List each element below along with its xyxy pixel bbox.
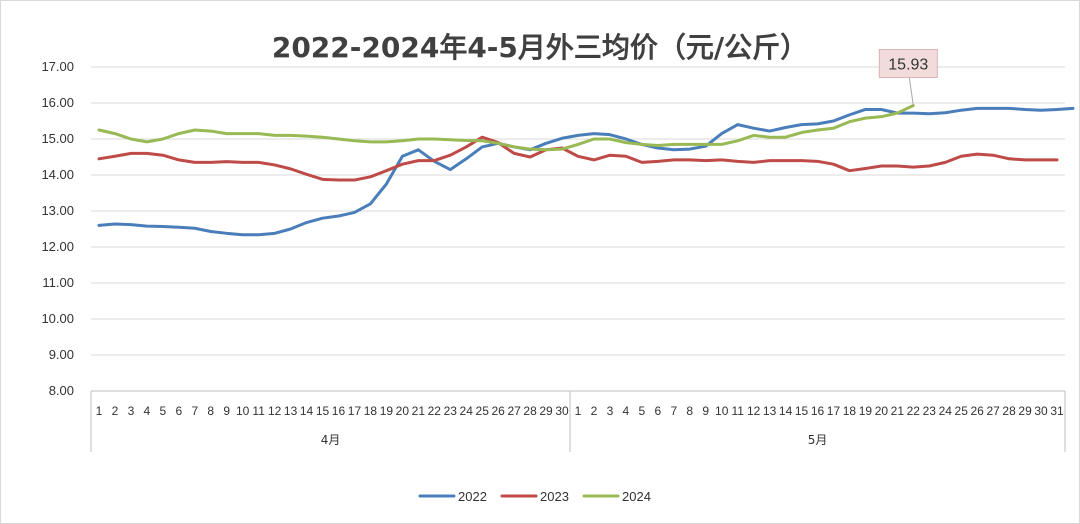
y-tick-label: 16.00	[41, 95, 74, 110]
x-tick-label: 19	[380, 404, 394, 418]
data-callout: 15.93	[878, 49, 938, 106]
x-tick-label: 17	[348, 404, 362, 418]
x-tick-label: 14	[300, 404, 314, 418]
x-tick-label: 1	[96, 404, 103, 418]
x-tick-label: 18	[364, 404, 378, 418]
y-tick-label: 9.00	[49, 347, 74, 362]
x-tick-label: 19	[859, 404, 873, 418]
x-tick-label: 5	[639, 404, 646, 418]
y-tick-label: 8.00	[49, 383, 74, 398]
x-tick-label: 15	[795, 404, 809, 418]
x-tick-label: 14	[779, 404, 793, 418]
x-tick-label: 6	[654, 404, 661, 418]
legend-label-2022: 2022	[458, 489, 487, 504]
x-tick-label: 31	[1050, 404, 1064, 418]
x-tick-label: 29	[539, 404, 553, 418]
x-tick-label: 11	[252, 404, 265, 418]
x-tick-label: 4	[623, 404, 630, 418]
y-tick-label: 14.00	[41, 167, 74, 182]
x-tick-label: 28	[523, 404, 537, 418]
x-tick-label: 22	[907, 404, 921, 418]
x-tick-label: 17	[827, 404, 841, 418]
x-tick-label: 12	[268, 404, 282, 418]
x-axis: 1 2 3 4 5 6 7 8 9 10 11 12 13 14 15 16 17 18 19 20 21 22 23 24 2…	[90, 390, 1066, 452]
x-tick-label: 23	[444, 404, 458, 418]
y-tick-label: 11.00	[42, 275, 74, 290]
x-tick-label: 8	[207, 404, 214, 418]
x-tick-label: 3	[128, 404, 135, 418]
x-tick-label: 10	[715, 404, 729, 418]
x-tick-label: 7	[191, 404, 198, 418]
chart-title: 2022-2024年4-5月外三均价（元/公斤）	[272, 31, 808, 64]
y-tick-label: 15.00	[41, 131, 74, 146]
x-tick-label: 30	[1034, 404, 1048, 418]
x-tick-label: 16	[332, 404, 346, 418]
month-label: 4月	[321, 433, 341, 447]
series-line-2022	[97, 106, 1075, 237]
x-tick-label: 25	[476, 404, 490, 418]
x-tick-label: 10	[236, 404, 250, 418]
x-tick-label: 1	[575, 404, 582, 418]
x-tick-label: 9	[223, 404, 230, 418]
callout-label: 15.93	[888, 57, 928, 74]
x-tick-label: 27	[507, 404, 521, 418]
x-tick-label: 11	[731, 404, 744, 418]
x-tick-label: 21	[891, 404, 905, 418]
callout-leader	[908, 77, 914, 106]
x-tick-label: 13	[284, 404, 298, 418]
y-tick-label: 12.00	[41, 239, 74, 254]
x-tick-label: 24	[939, 404, 953, 418]
legend-label-2023: 2023	[540, 489, 569, 504]
legend-label-2024: 2024	[622, 489, 651, 504]
x-tick-label: 12	[747, 404, 761, 418]
x-tick-label: 18	[843, 404, 857, 418]
legend: 2022 2023 2024	[418, 489, 651, 504]
x-tick-label: 4	[144, 404, 151, 418]
x-tick-label: 27	[986, 404, 1000, 418]
x-tick-label: 25	[955, 404, 969, 418]
x-tick-label: 24	[460, 404, 474, 418]
series-line-2023	[97, 135, 1059, 182]
x-tick-label: 13	[763, 404, 777, 418]
x-tick-label: 16	[811, 404, 825, 418]
y-axis: 17.00 16.00 15.00 14.00 13.00 12.00 11.00 10.00…	[41, 59, 74, 398]
x-tick-label: 28	[1002, 404, 1016, 418]
x-tick-label: 5	[160, 404, 167, 418]
x-tick-label: 20	[875, 404, 889, 418]
gridlines	[91, 66, 1065, 356]
x-tick-label: 8	[686, 404, 693, 418]
x-tick-label: 26	[971, 404, 985, 418]
y-tick-label: 17.00	[41, 59, 74, 74]
x-tick-label: 7	[670, 404, 677, 418]
x-tick-label: 26	[491, 404, 505, 418]
x-tick-label: 22	[428, 404, 442, 418]
x-tick-label: 3	[607, 404, 614, 418]
month-label: 5月	[808, 433, 828, 447]
x-tick-label: 20	[396, 404, 410, 418]
x-tick-label: 2	[591, 404, 598, 418]
x-tick-label: 30	[555, 404, 569, 418]
x-tick-label: 29	[1018, 404, 1032, 418]
series-lines	[97, 104, 1075, 237]
x-tick-label: 15	[316, 404, 330, 418]
callout-box	[878, 49, 938, 79]
y-tick-label: 10.00	[41, 311, 74, 326]
x-tick-label: 21	[412, 404, 426, 418]
x-tick-label: 9	[702, 404, 709, 418]
x-tick-label: 23	[923, 404, 937, 418]
x-tick-label: 2	[112, 404, 119, 418]
y-tick-label: 13.00	[41, 203, 74, 218]
series-line-2024	[97, 104, 915, 152]
x-tick-label: 6	[175, 404, 182, 418]
